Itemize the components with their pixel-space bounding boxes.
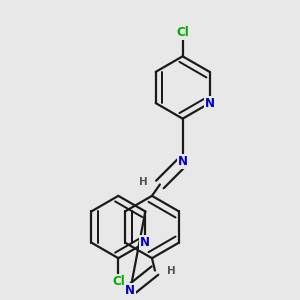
Text: H: H xyxy=(139,178,147,188)
Text: Cl: Cl xyxy=(176,26,189,39)
Text: N: N xyxy=(205,97,215,110)
Text: H: H xyxy=(167,266,176,276)
Text: N: N xyxy=(125,284,135,297)
Text: Cl: Cl xyxy=(112,275,125,288)
Text: N: N xyxy=(178,155,188,168)
Text: N: N xyxy=(140,236,150,249)
